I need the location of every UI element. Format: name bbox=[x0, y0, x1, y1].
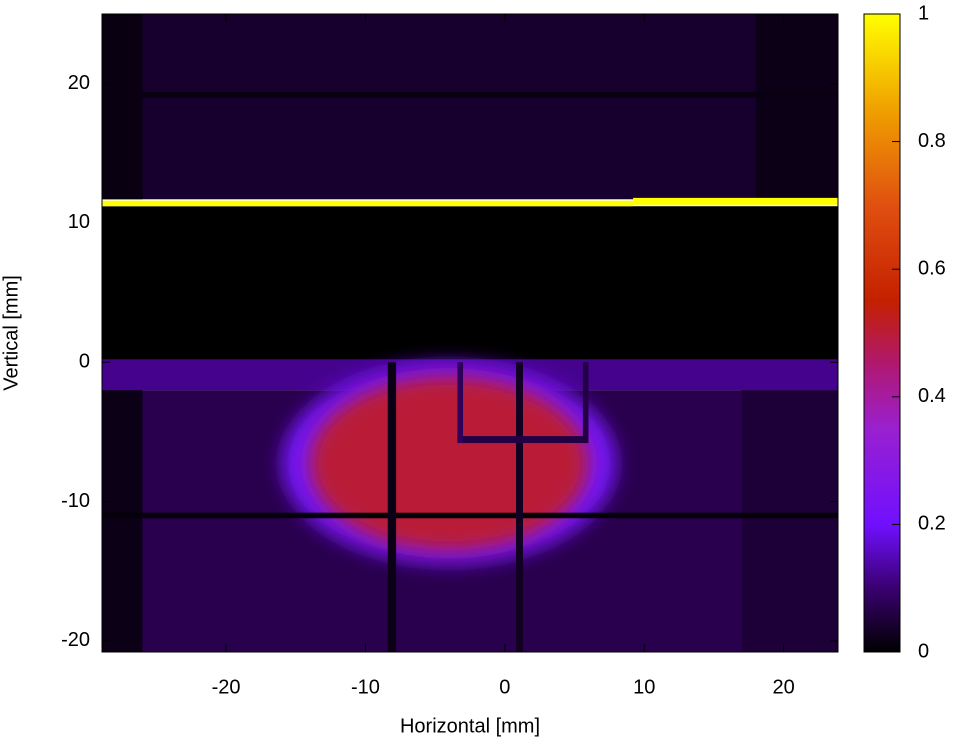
heat-region bbox=[102, 92, 838, 98]
heat-region bbox=[102, 200, 634, 207]
heat-region bbox=[755, 14, 838, 200]
colorbar-tick-label: 0.6 bbox=[918, 257, 946, 279]
y-tick-label: -20 bbox=[61, 629, 90, 651]
x-tick-label: 0 bbox=[499, 676, 510, 698]
heat-region bbox=[387, 362, 397, 652]
x-tick-label: 10 bbox=[633, 676, 655, 698]
x-tick-label: 20 bbox=[773, 676, 795, 698]
heatmap bbox=[102, 14, 838, 652]
heat-region bbox=[102, 14, 838, 200]
heat-region bbox=[309, 376, 589, 551]
plot-frame bbox=[101, 13, 839, 653]
colorbar-tick-label: 0 bbox=[918, 640, 929, 662]
heat-region bbox=[633, 197, 838, 205]
y-tick-label: 0 bbox=[79, 351, 90, 373]
x-tick-label: -10 bbox=[351, 676, 380, 698]
y-axis-title: Vertical [mm] bbox=[0, 275, 22, 391]
x-tick-label: -20 bbox=[212, 676, 241, 698]
y-tick-label: -10 bbox=[61, 490, 90, 512]
heat-region bbox=[582, 362, 589, 444]
heat-region bbox=[741, 390, 838, 652]
colorbar-tick-label: 1 bbox=[918, 2, 929, 24]
y-tick-label: 10 bbox=[68, 211, 90, 233]
y-tick-label: 20 bbox=[68, 72, 90, 94]
heat-region bbox=[457, 362, 464, 444]
x-axis-title: Horizontal [mm] bbox=[400, 715, 540, 737]
heat-region bbox=[102, 512, 838, 519]
heat-region bbox=[102, 14, 143, 200]
colorbar-tick-label: 0.4 bbox=[918, 385, 946, 407]
colorbar-tick-label: 0.2 bbox=[918, 513, 946, 535]
colorbar bbox=[863, 13, 901, 653]
heat-region bbox=[102, 390, 143, 652]
heat-region bbox=[516, 362, 523, 652]
heat-region bbox=[457, 436, 589, 444]
colorbar-tick-label: 0.8 bbox=[918, 130, 946, 152]
heat-region bbox=[102, 206, 838, 360]
